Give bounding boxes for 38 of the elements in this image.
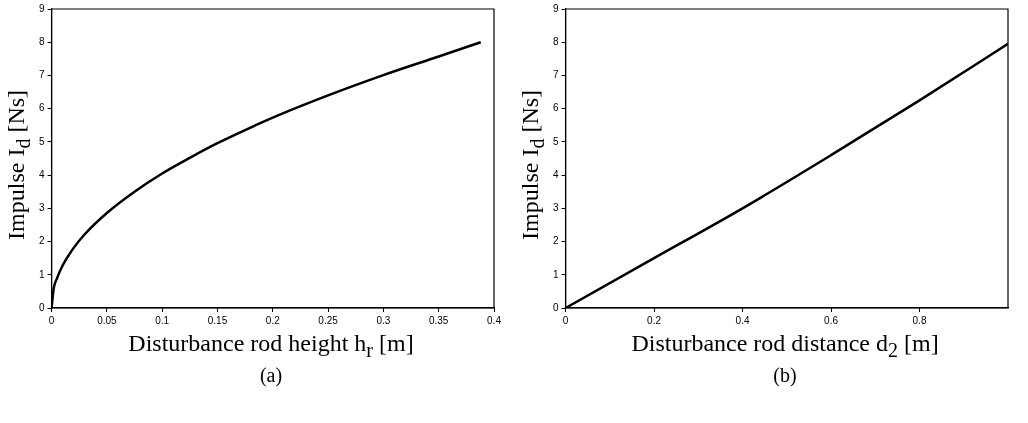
- x-tick-label: 0.1: [155, 314, 170, 326]
- x-tick-label: 0.05: [97, 314, 118, 326]
- y-tick-label: 1: [39, 268, 45, 280]
- y-tick-label: 4: [39, 168, 45, 180]
- y-tick-label: 8: [39, 35, 45, 47]
- y-tick-label: 5: [553, 135, 559, 147]
- y-tick-label: 6: [39, 102, 45, 114]
- y-tick-label: 6: [553, 102, 559, 114]
- y-tick-label: 2: [553, 235, 559, 247]
- x-tick-label: 0.4: [487, 314, 502, 326]
- x-axis-title: Disturbance rod distance d$_{2}$ [m]: [630, 330, 940, 362]
- y-tick-label: 5: [39, 135, 45, 147]
- x-tick-label: 0.6: [824, 314, 839, 326]
- x-tick-label: 0: [562, 314, 569, 326]
- y-tick-label: 9: [553, 2, 559, 14]
- x-tick-label: 0.3: [376, 314, 391, 326]
- y-tick-label: 1: [553, 268, 559, 280]
- x-tick-label: 0.15: [207, 314, 228, 326]
- x-tick-label: 0.4: [735, 314, 750, 326]
- x-axis-title: Disturbance rod height h$_{r}$ [m]: [127, 330, 415, 362]
- y-tick-label: 3: [39, 202, 45, 214]
- x-tick-label: 0.2: [265, 314, 281, 326]
- y-tick-label: 9: [39, 2, 45, 14]
- y-tick-label: 0: [553, 301, 559, 313]
- y-tick-label: 2: [39, 235, 45, 247]
- y-tick-label: 8: [553, 35, 559, 47]
- text: (a): [258, 364, 284, 387]
- text: (b): [772, 364, 798, 387]
- x-tick-label: 0.35: [428, 314, 449, 326]
- x-tick-label: 0.2: [647, 314, 662, 326]
- x-tick-label: 0: [48, 314, 55, 326]
- x-tick-label: 0.25: [318, 314, 339, 326]
- y-tick-label: 3: [553, 202, 559, 214]
- y-tick-label: 0: [39, 301, 45, 313]
- x-tick-label: 0.8: [912, 314, 927, 326]
- y-tick-label: 7: [553, 69, 559, 81]
- y-tick-label: 4: [553, 168, 559, 180]
- y-tick-label: 7: [39, 69, 45, 81]
